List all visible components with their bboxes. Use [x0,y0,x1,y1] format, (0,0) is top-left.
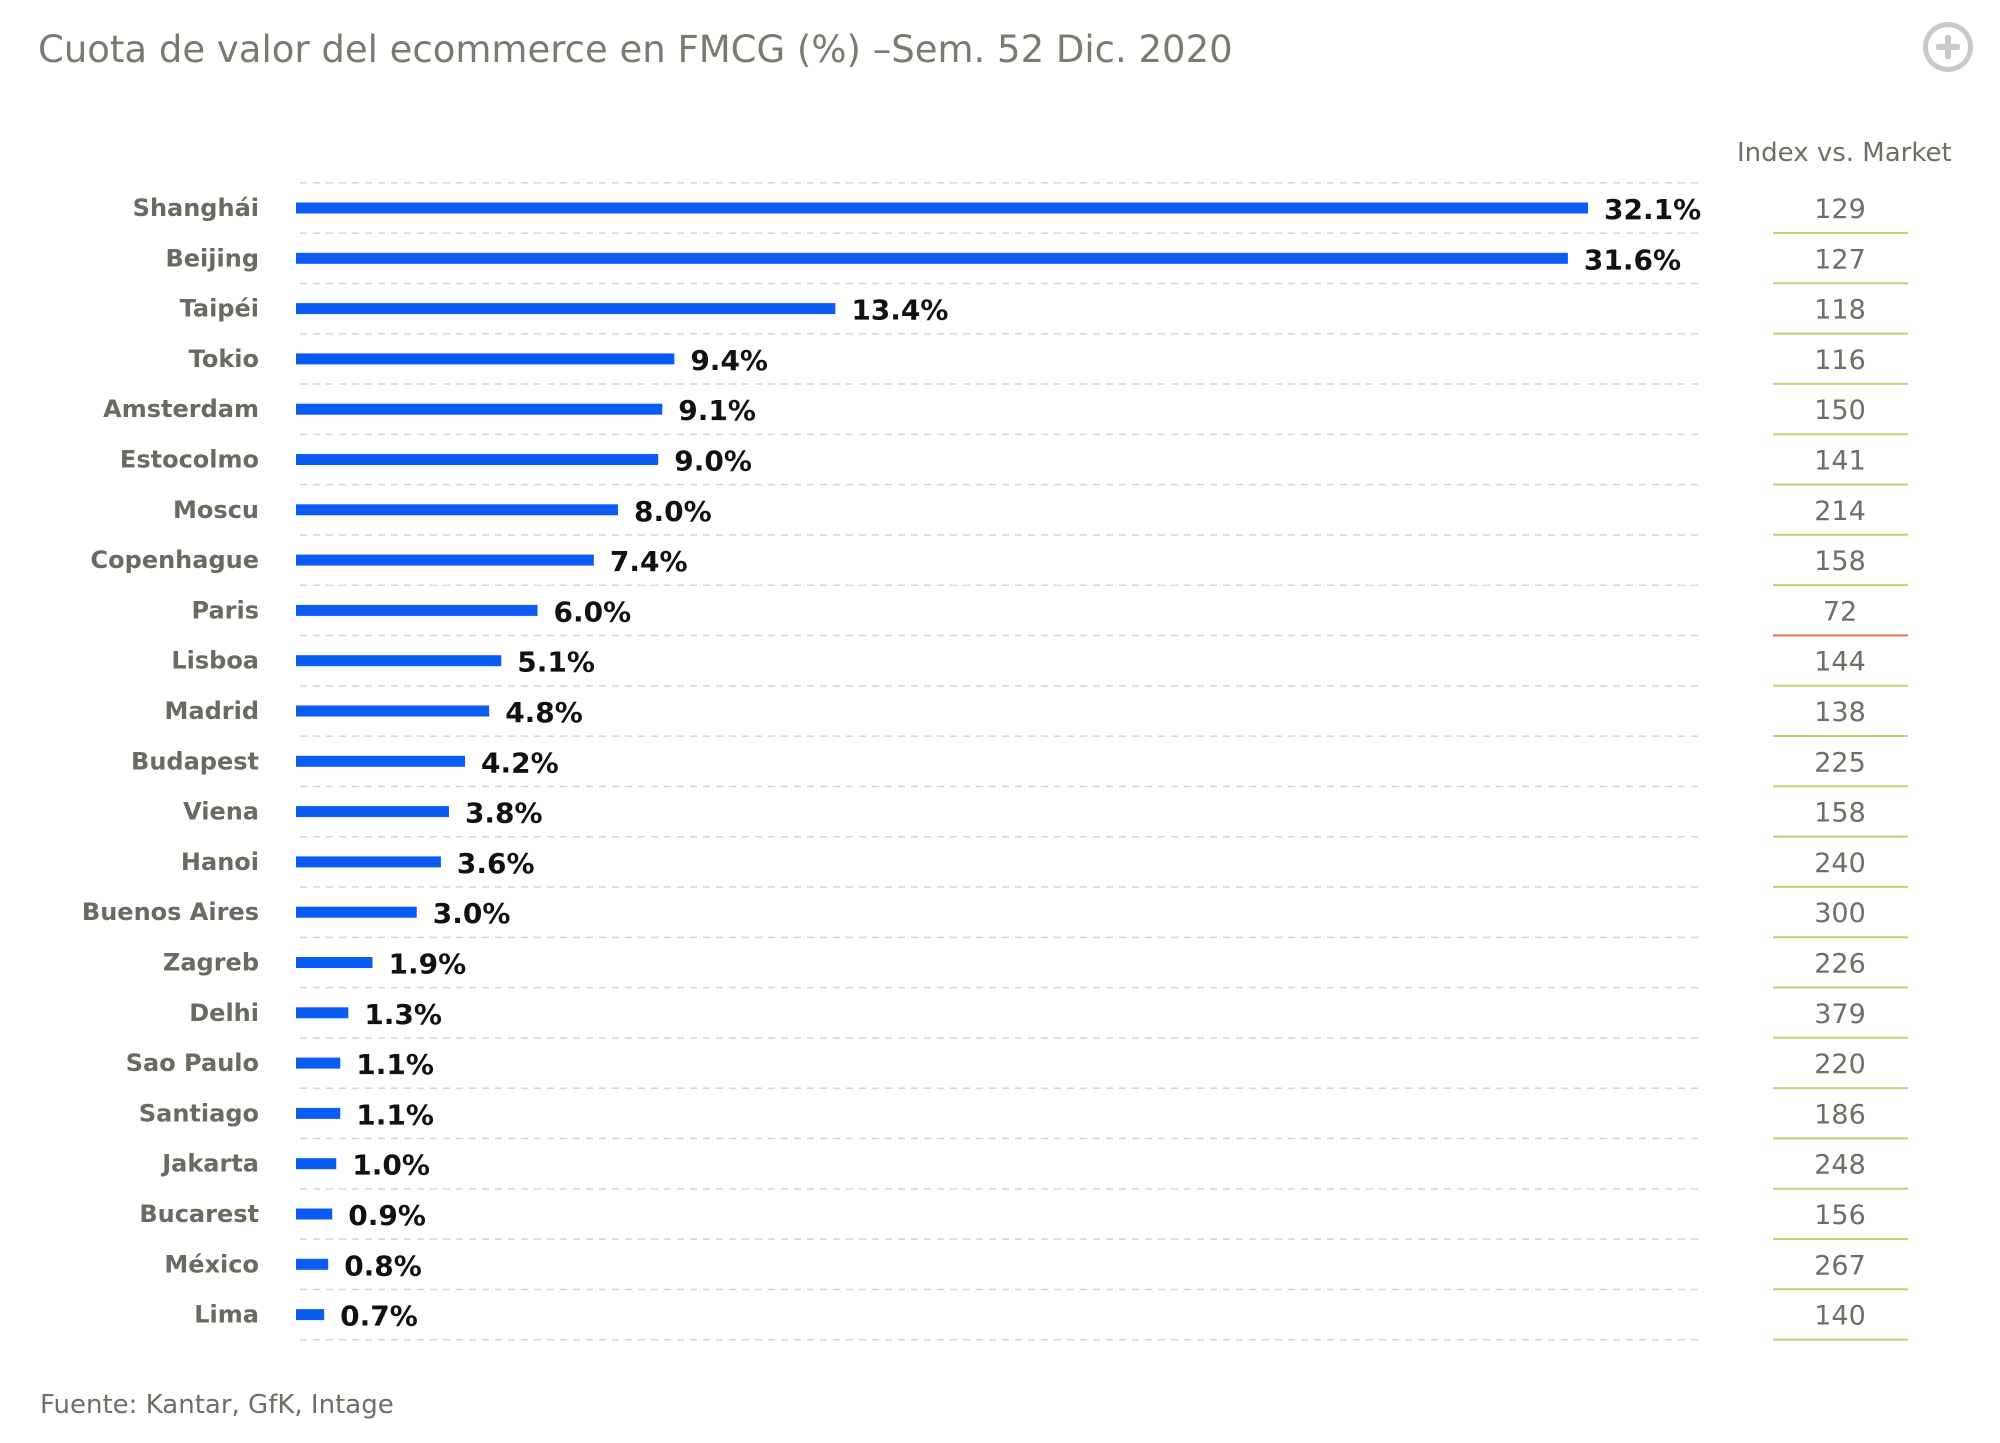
index-value: 138 [1814,697,1866,728]
category-label: Estocolmo [120,446,259,474]
index-value: 144 [1814,647,1866,678]
data-label: 9.4% [690,344,768,377]
index-value: 140 [1814,1301,1866,1332]
index-value: 240 [1814,848,1866,879]
category-label: Delhi [189,999,259,1027]
index-value: 225 [1814,747,1866,778]
data-label: 13.4% [851,294,948,327]
data-label: 0.8% [344,1249,422,1282]
data-label: 31.6% [1584,243,1681,276]
index-value: 226 [1814,949,1866,980]
bar [296,202,1588,214]
category-label: Santiago [139,1099,259,1127]
bar [296,906,417,918]
data-label: 4.2% [481,746,559,779]
data-label: 3.0% [433,897,511,930]
data-label: 0.7% [340,1300,418,1333]
category-label: Buenos Aires [82,898,259,926]
bar [296,403,663,415]
index-value: 127 [1814,244,1866,275]
bar [296,957,373,968]
index-value: 72 [1823,596,1857,627]
data-label: 7.4% [610,545,688,578]
bar [296,755,466,767]
index-value: 150 [1814,395,1866,426]
data-label: 8.0% [634,495,712,528]
index-value: 141 [1814,446,1866,477]
category-label: Tokio [189,345,259,373]
category-label: México [164,1250,259,1278]
index-value: 186 [1814,1099,1866,1130]
category-label: Bucarest [139,1200,259,1228]
data-label: 0.9% [348,1199,426,1232]
category-label: Paris [192,596,260,624]
category-label: Budapest [131,747,259,775]
category-label: Amsterdam [103,395,259,423]
category-label: Viena [183,798,259,826]
index-value: 300 [1814,898,1866,929]
bar [296,655,502,667]
bar [296,1309,325,1321]
data-label: 3.6% [457,847,535,880]
index-value: 156 [1814,1200,1866,1231]
index-value: 214 [1814,496,1866,527]
data-label: 1.0% [352,1149,430,1182]
bar [296,1107,341,1119]
data-label: 4.8% [505,696,583,729]
index-value: 267 [1814,1250,1866,1281]
category-label: Shanghái [133,194,259,222]
bar [296,1007,349,1019]
bar [296,554,594,566]
category-label: Copenhague [91,546,259,574]
category-label: Sao Paulo [126,1049,259,1077]
index-value: 158 [1814,546,1866,577]
data-label: 3.8% [465,797,543,830]
index-column-header: Index vs. Market [1737,138,1952,168]
index-value: 248 [1814,1150,1866,1181]
data-label: 9.1% [678,394,756,427]
category-label: Jakarta [160,1150,259,1178]
category-label: Beijing [165,244,259,272]
category-label: Lima [194,1301,259,1329]
bar [296,1057,341,1069]
bar [296,504,618,516]
source-note: Fuente: Kantar, GfK, Intage [40,1390,394,1420]
data-label: 1.3% [364,998,442,1031]
bar [296,353,675,365]
chart-title: Cuota de valor del ecommerce en FMCG (%)… [38,28,1233,71]
data-label: 32.1% [1604,193,1701,226]
category-label: Lisboa [171,647,259,675]
bar [296,856,441,868]
bar [296,1208,333,1220]
bar [296,454,659,465]
data-label: 1.1% [356,1048,434,1081]
data-label: 1.9% [388,948,466,981]
category-label: Taipéi [180,295,259,323]
bar [296,1158,337,1170]
data-label: 9.0% [674,445,752,478]
data-label: 5.1% [517,646,595,679]
index-value: 379 [1814,999,1866,1030]
category-label: Zagreb [163,949,259,977]
data-label: 1.1% [356,1098,434,1131]
index-value: 118 [1814,295,1866,326]
bar [296,1258,329,1270]
index-value: 129 [1814,194,1866,225]
bar [296,604,538,616]
category-label: Madrid [165,697,260,725]
plus-circle-icon[interactable] [1923,22,1973,72]
index-value: 158 [1814,798,1866,829]
category-label: Moscu [173,496,259,524]
bar [296,806,449,818]
index-value: 116 [1814,345,1866,376]
category-label: Hanoi [181,848,259,876]
bar [296,252,1568,264]
data-label: 6.0% [553,595,631,628]
bar [296,303,836,315]
bar [296,705,490,717]
index-value: 220 [1814,1049,1866,1080]
